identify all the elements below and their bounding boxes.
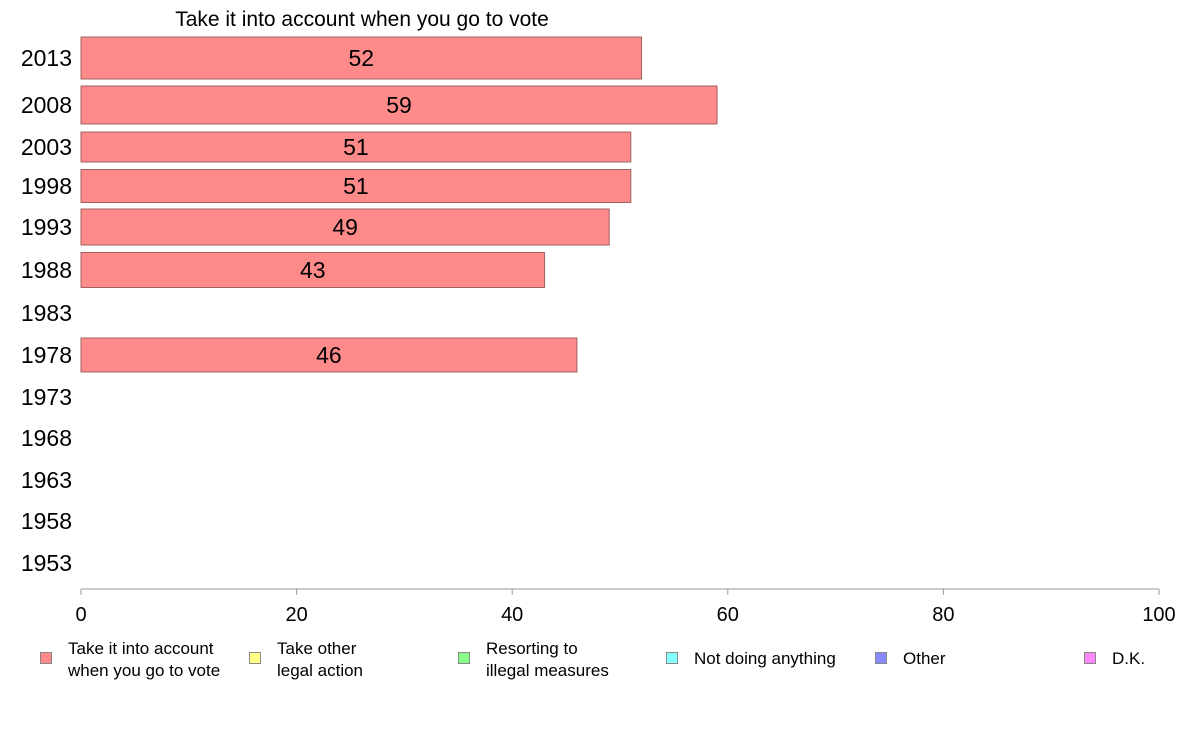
bar [80, 208, 610, 246]
x-tick-label: 80 [932, 604, 954, 626]
legend: Take it into account when you go to vote… [0, 638, 1188, 698]
legend-swatch-legal-action [249, 652, 261, 664]
legend-item-legal-action: Take other legal action [249, 638, 363, 682]
legend-swatch-dk [1084, 652, 1096, 664]
bar [80, 252, 546, 288]
bar [80, 337, 578, 373]
legend-swatch-nothing [666, 652, 678, 664]
bar-value-label: 52 [348, 45, 374, 71]
x-tick-label: 20 [285, 604, 307, 626]
y-tick-label: 1978 [21, 342, 72, 368]
x-axis: 0 20 40 60 80 100 [75, 588, 1176, 626]
y-tick-label: 2013 [21, 45, 72, 71]
y-tick-label: 1968 [21, 425, 72, 451]
y-tick-label: 1988 [21, 257, 72, 283]
legend-label-illegal: Resorting to illegal measures [486, 639, 609, 680]
bar [80, 36, 643, 80]
legend-item-nothing: Not doing anything [666, 638, 836, 670]
legend-item-illegal: Resorting to illegal measures [458, 638, 609, 682]
y-tick-label: 1958 [21, 508, 72, 534]
y-tick-label: 1998 [21, 173, 72, 199]
y-tick-label: 1993 [21, 214, 72, 240]
y-tick-label: 2008 [21, 92, 72, 118]
bar-chart: Take it into account when you go to vote… [21, 8, 1176, 626]
y-tick-label: 1963 [21, 467, 72, 493]
bar-value-label: 51 [343, 134, 369, 160]
legend-label-dk: D.K. [1112, 649, 1146, 668]
bar-value-label: 51 [343, 173, 369, 199]
chart-title: Take it into account when you go to vote [175, 8, 549, 31]
legend-swatch-other [875, 652, 887, 664]
x-tick-label: 0 [75, 604, 86, 626]
bar [80, 169, 632, 203]
x-tick-label: 60 [717, 604, 739, 626]
legend-swatch-illegal [458, 652, 470, 664]
y-tick-label: 1953 [21, 550, 72, 576]
bar [80, 131, 632, 163]
legend-item-dk: D.K. [1084, 638, 1145, 670]
y-tick-label: 1983 [21, 300, 72, 326]
legend-item-vote: Take it into account when you go to vote [40, 638, 220, 682]
legend-label-vote: Take it into account when you go to vote [68, 639, 221, 680]
bar-value-label: 49 [332, 214, 358, 240]
bar-value-label: 43 [300, 257, 326, 283]
bar [80, 85, 718, 125]
bar-value-label: 59 [386, 92, 412, 118]
y-tick-label: 1973 [21, 384, 72, 410]
legend-swatch-vote [40, 652, 52, 664]
legend-item-other: Other [875, 638, 946, 670]
legend-label-other: Other [903, 649, 946, 668]
x-tick-label: 100 [1142, 604, 1175, 626]
y-axis-labels: 2013 2008 2003 1998 1993 1988 1983 1978 1973 1968… [21, 45, 72, 576]
legend-label-nothing: Not doing anything [694, 649, 836, 668]
x-tick-label: 40 [501, 604, 523, 626]
bar-value-label: 46 [316, 342, 342, 368]
legend-label-legal-action: Take other legal action [277, 639, 364, 680]
y-tick-label: 2003 [21, 134, 72, 160]
